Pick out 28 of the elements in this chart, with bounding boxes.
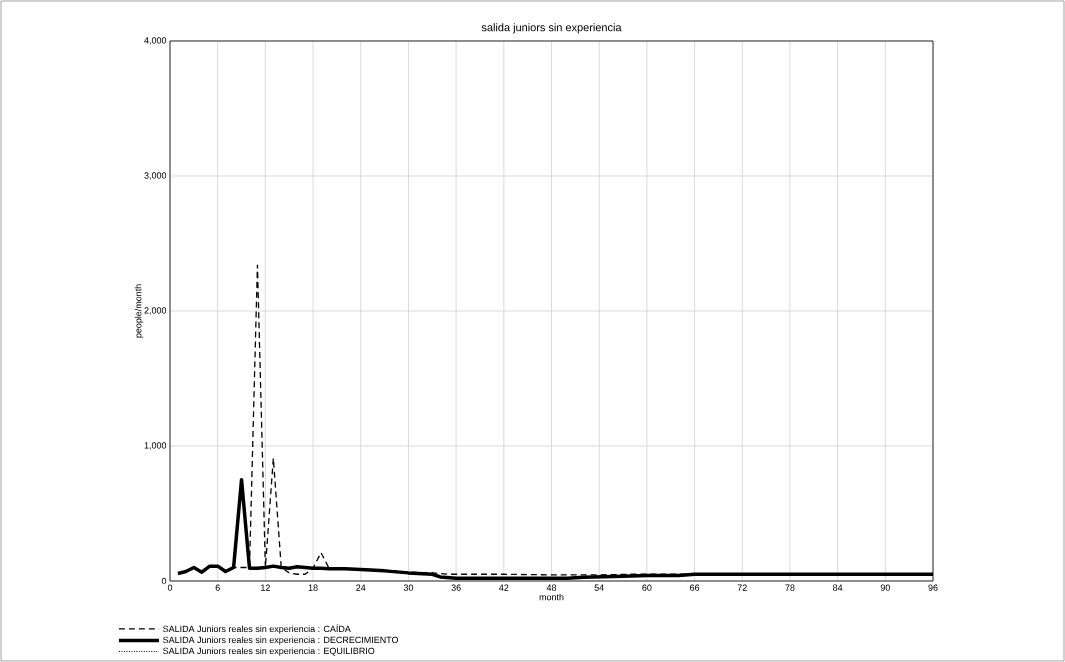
- y-tick-label: 4,000: [144, 37, 167, 45]
- x-tick-label: 60: [642, 584, 652, 591]
- x-tick-label: 18: [308, 584, 318, 591]
- x-tick-label: 30: [403, 584, 414, 591]
- y-axis-title: people/month: [134, 284, 144, 338]
- x-tick-label: 78: [785, 584, 795, 591]
- x-tick-label: 96: [928, 584, 938, 591]
- x-tick-label: 66: [690, 584, 700, 591]
- chart-title: salida juniors sin experiencia: [481, 23, 622, 34]
- y-tick-label: 2,000: [144, 307, 167, 315]
- y-tick-label: 1,000: [144, 442, 167, 450]
- legend-label: SALIDA Juniors reales sin experiencia : EQUILIBRIO: [163, 647, 375, 656]
- x-tick-label: 12: [261, 584, 270, 591]
- x-tick-label: 48: [546, 584, 557, 591]
- x-axis-title: month: [539, 593, 564, 601]
- legend-label: SALIDA Juniors reales sin experiencia : CAÍDA: [163, 624, 351, 634]
- y-tick-label: 0: [161, 577, 167, 585]
- x-tick-label: 84: [833, 584, 843, 591]
- x-tick-label: 36: [451, 584, 461, 591]
- x-tick-label: 54: [594, 584, 604, 591]
- x-tick-label: 24: [356, 584, 366, 591]
- legend-label: SALIDA Juniors reales sin experiencia : DECRECIMIENTO: [163, 636, 399, 645]
- x-tick-label: 42: [499, 584, 509, 591]
- x-tick-label: 0: [167, 584, 173, 591]
- y-tick-label: 3,000: [144, 172, 167, 180]
- x-tick-label: 90: [880, 584, 890, 591]
- x-tick-label: 72: [737, 584, 747, 591]
- x-tick-label: 6: [215, 584, 220, 591]
